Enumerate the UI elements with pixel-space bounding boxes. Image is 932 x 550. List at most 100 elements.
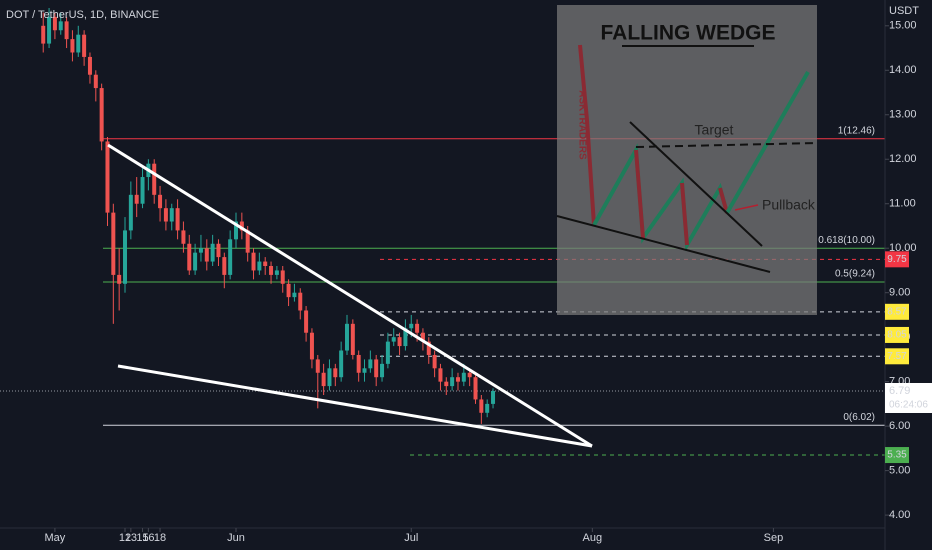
candle-body: [128, 194, 133, 231]
candle-body: [309, 332, 314, 360]
fib-level-label: 0(6.02): [843, 412, 875, 423]
x-tick-label: Jul: [404, 532, 418, 544]
candle-body: [181, 230, 186, 244]
x-tick-label: 12: [119, 532, 131, 544]
inset-pullback-arrow: [734, 204, 759, 211]
candle-body: [222, 257, 227, 275]
candle-body: [385, 341, 390, 364]
candle-body: [257, 261, 262, 271]
candle-body: [415, 323, 420, 333]
candle-body: [321, 372, 326, 387]
y-tick-label: 13.00: [889, 109, 917, 121]
candle-body: [152, 163, 157, 195]
candle-body: [461, 372, 466, 382]
candle-body: [438, 368, 443, 382]
price-tag-label: 5.35: [887, 450, 907, 461]
y-tick-label: 4.00: [889, 509, 910, 521]
wedge-upper-line: [107, 143, 593, 448]
candle-body: [47, 16, 52, 44]
x-tick-label: 16: [142, 532, 154, 544]
candle-body: [41, 25, 46, 44]
inset-prior-trend: [578, 44, 596, 226]
candle-body: [333, 368, 338, 378]
price-tag: [885, 303, 909, 320]
y-tick-label: 11.00: [889, 198, 916, 210]
x-tick-label: Sep: [764, 532, 784, 544]
x-tick-label: 13: [125, 532, 137, 544]
candle-body: [123, 230, 128, 284]
candle-body: [70, 39, 75, 53]
y-tick-label: 5.00: [889, 465, 910, 477]
candle-body: [117, 274, 122, 284]
inset-target-label: Target: [695, 122, 734, 138]
price-tag: [885, 251, 909, 268]
inset-title: FALLING WEDGE: [601, 22, 776, 45]
candle-body: [350, 323, 355, 355]
inset-wave-down-1: [634, 149, 645, 239]
candle-body: [111, 212, 116, 275]
candle-body: [204, 248, 209, 262]
candle-body: [304, 310, 309, 333]
currency-label: USDT: [889, 5, 919, 17]
candle-body: [374, 359, 379, 378]
price-tag: [885, 447, 909, 464]
candle-body: [210, 243, 215, 262]
x-tick-label: May: [45, 532, 66, 544]
candle-body: [169, 208, 174, 222]
candle-body: [420, 332, 425, 342]
candle-body: [426, 341, 431, 355]
candle-body: [99, 88, 104, 142]
candle-body: [298, 292, 303, 311]
candle-body: [280, 270, 285, 284]
candle-body: [450, 377, 455, 387]
price-tag-label: 8.05: [887, 330, 907, 341]
candle-body: [193, 252, 198, 271]
candle-body: [198, 248, 203, 253]
y-tick-label: 15.00: [889, 20, 917, 32]
candle-body: [239, 221, 244, 231]
candle-body: [339, 350, 344, 378]
candle-body: [158, 194, 163, 209]
inset-wave-down-3: [718, 187, 729, 214]
x-tick-label: 18: [154, 532, 166, 544]
candle-body: [175, 208, 180, 231]
x-tick-label: Aug: [583, 532, 603, 544]
candle-body: [187, 243, 192, 271]
x-tick-label: 15: [136, 532, 148, 544]
symbol-title: DOT / TetherUS, 1D, BINANCE: [6, 9, 159, 21]
inset: FALLING WEDGE ASKTRADERS Target Pullback: [556, 5, 818, 315]
candle-body: [64, 21, 69, 40]
candle-body: [344, 323, 349, 351]
inset-upper-line: [629, 121, 763, 247]
inset-pullback-label: Pullback: [762, 197, 816, 213]
fib-level-label: 0.618(10.00): [818, 235, 875, 246]
candle-body: [327, 368, 332, 387]
price-tag-label: 8.57: [887, 306, 907, 317]
candle-body: [444, 381, 449, 387]
inset-lower-line: [556, 215, 771, 273]
candle-body: [485, 403, 490, 413]
candle-body: [432, 354, 437, 369]
candle-body: [105, 141, 110, 213]
candle-body: [269, 266, 274, 275]
inset-target-line: [635, 142, 818, 148]
candle-body: [286, 283, 291, 298]
candle-body: [87, 56, 92, 75]
y-tick-label: 10.00: [889, 242, 917, 254]
candle-body: [58, 21, 63, 31]
candle-body: [274, 270, 279, 275]
inset-wave-down-2: [680, 182, 689, 246]
candle-body: [82, 34, 87, 57]
price-tag-label: 7.57: [887, 351, 907, 362]
candle-body: [391, 337, 396, 342]
candle-body: [455, 377, 460, 382]
x-tick-label: Jun: [227, 532, 245, 544]
price-tag: [885, 326, 909, 343]
candle-body: [251, 252, 256, 271]
y-tick-label: 12.00: [889, 153, 917, 165]
candle-body: [245, 230, 250, 253]
fib-level-label: 0.5(9.24): [835, 269, 875, 280]
candle-body: [380, 363, 385, 378]
candle-body: [93, 74, 98, 89]
